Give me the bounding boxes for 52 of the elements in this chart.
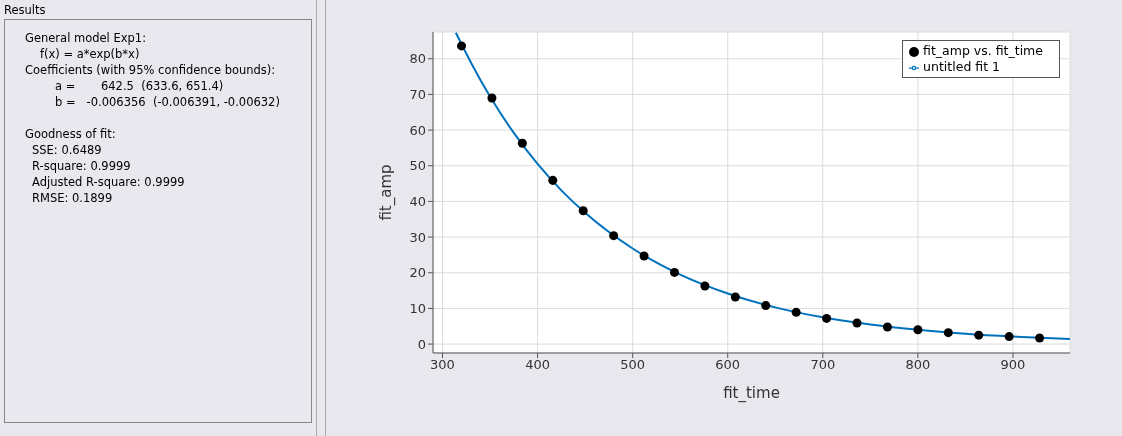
point <box>791 307 801 317</box>
text: General model Exp1: <box>24 30 147 46</box>
x-axis-title: fit_time <box>723 384 780 403</box>
point <box>943 328 953 338</box>
y-tick-label: 80 <box>409 51 426 67</box>
y-tick-label: 50 <box>409 158 426 174</box>
point <box>882 322 892 332</box>
text: Coefficients (with 95% confidence bounds): <box>24 62 277 78</box>
legend-label: fit_amp vs. fit_time <box>923 43 1043 58</box>
legend-label: untitled fit 1 <box>923 59 1000 74</box>
x-tick-label: 800 <box>905 357 931 373</box>
y-axis-title: fit_amp <box>377 164 397 221</box>
point <box>517 138 527 148</box>
text: RMSE: 0.1899 <box>31 190 114 206</box>
point <box>1035 333 1045 343</box>
point <box>852 318 862 328</box>
x-tick-label: 400 <box>525 357 550 373</box>
point <box>913 325 923 335</box>
point <box>578 206 588 216</box>
y-tick-label: 10 <box>409 301 426 317</box>
text: R-square: 0.9999 <box>31 158 132 174</box>
point <box>730 292 740 302</box>
y-tick-label: 30 <box>409 229 426 245</box>
x-tick-label: 300 <box>430 357 455 373</box>
point <box>487 93 497 103</box>
x-tick-label: 600 <box>715 357 741 373</box>
text: f(x) = a*exp(b*x) <box>39 46 141 62</box>
x-tick-label: 700 <box>810 357 836 373</box>
y-tick-label: 40 <box>409 194 426 210</box>
y-tick-label: 0 <box>417 336 426 352</box>
y-tick-label: 20 <box>409 265 426 281</box>
text: b = -0.006356 (-0.006391, -0.00632) <box>54 94 281 110</box>
point <box>700 281 710 291</box>
line-series <box>454 32 1070 341</box>
point <box>548 175 558 185</box>
point <box>609 231 619 241</box>
x-tick-label: 500 <box>620 357 646 373</box>
y-tick-label: 70 <box>409 87 426 103</box>
text: Goodness of fit: <box>24 126 117 142</box>
text: SSE: 0.6489 <box>31 142 103 158</box>
point <box>974 330 984 340</box>
point <box>822 313 832 323</box>
point <box>761 301 771 311</box>
point <box>639 251 649 261</box>
point <box>669 267 679 277</box>
y-tick-label: 60 <box>409 122 426 138</box>
text: Adjusted R-square: 0.9999 <box>31 174 186 190</box>
x-tick-label: 900 <box>1000 357 1026 373</box>
text: Results <box>3 2 47 19</box>
point <box>1004 332 1014 342</box>
text: a = 642.5 (633.6, 651.4) <box>54 78 225 94</box>
point <box>457 41 467 51</box>
